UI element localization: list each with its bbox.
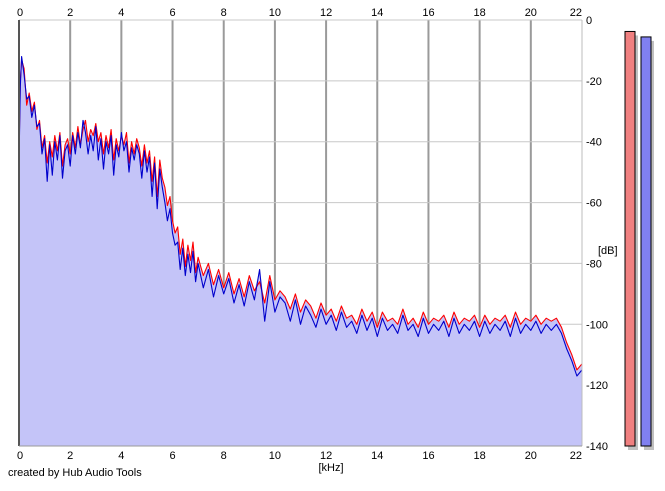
x-tick-label-top: 6 <box>169 7 175 19</box>
level-meters <box>624 30 654 451</box>
credit-text: created by Hub Audio Tools <box>8 467 142 479</box>
x-tick-label-top: 10 <box>269 7 281 19</box>
x-tick-label-bottom: 16 <box>422 450 434 462</box>
y-tick-label: -120 <box>586 380 608 392</box>
tick-labels: 002244668810101212141416161818202022220-… <box>17 7 608 462</box>
x-tick-label-bottom: 0 <box>17 450 23 462</box>
axes <box>18 20 583 447</box>
x-tick-label-top: 22 <box>570 7 582 19</box>
y-tick-label: -40 <box>586 137 602 149</box>
x-tick-label-top: 8 <box>221 7 227 19</box>
x-tick-label-bottom: 14 <box>371 450 383 462</box>
y-tick-label: 0 <box>586 15 592 27</box>
spectrum-fill-area <box>19 56 582 446</box>
x-tick-label-top: 18 <box>474 7 486 19</box>
x-tick-label-top: 16 <box>422 7 434 19</box>
y-axis-label: [dB] <box>598 245 618 257</box>
x-tick-label-top: 12 <box>320 7 332 19</box>
x-tick-label-top: 14 <box>371 7 383 19</box>
y-tick-label: -140 <box>586 441 608 453</box>
y-tick-label: -100 <box>586 319 608 331</box>
x-tick-label-bottom: 6 <box>169 450 175 462</box>
y-tick-label: -60 <box>586 198 602 210</box>
x-tick-label-top: 20 <box>525 7 537 19</box>
x-tick-label-top: 4 <box>118 7 124 19</box>
x-tick-label-bottom: 2 <box>67 450 73 462</box>
y-tick-label: -20 <box>586 76 602 88</box>
x-tick-label-top: 0 <box>17 7 23 19</box>
x-tick-label-bottom: 8 <box>221 450 227 462</box>
x-tick-label-bottom: 20 <box>525 450 537 462</box>
series-line-2 <box>18 55 583 377</box>
x-tick-label-bottom: 22 <box>570 450 582 462</box>
x-tick-label-bottom: 10 <box>269 450 281 462</box>
series-lines <box>18 55 583 377</box>
y-tick-label: -80 <box>586 258 602 270</box>
x-tick-label-top: 2 <box>67 7 73 19</box>
spectrum-area-fill <box>19 56 582 446</box>
x-tick-label-bottom: 4 <box>118 450 124 462</box>
x-tick-label-bottom: 12 <box>320 450 332 462</box>
level-meter-1 <box>624 30 636 447</box>
series-line-1 <box>18 59 583 371</box>
x-tick-label-bottom: 18 <box>474 450 486 462</box>
level-meter-2 <box>640 36 652 447</box>
x-axis-label: [kHz] <box>318 462 343 474</box>
